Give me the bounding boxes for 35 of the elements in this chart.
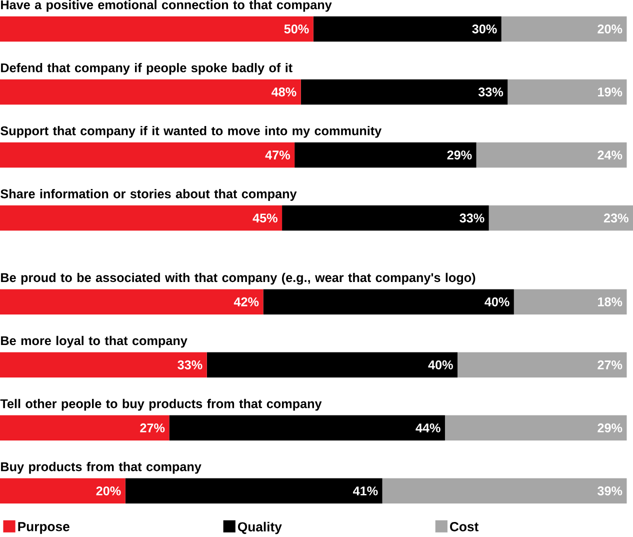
legend-label: Cost: [450, 522, 478, 532]
data-label: 24%: [598, 150, 622, 160]
y-tick-label: Support that company if it wanted to move into my community: [0, 126, 382, 138]
y-tick-label: Defend that company if people spoke badly of it: [1, 63, 292, 75]
data-label: 27%: [140, 423, 165, 432]
y-tick-label: Tell other people to buy products from that company: [0, 398, 322, 411]
data-label: 18%: [598, 297, 622, 306]
data-label: 19%: [598, 88, 622, 97]
data-label: 50%: [284, 24, 309, 34]
y-tick-label: Be more loyal to that company: [1, 336, 188, 348]
data-label: 41%: [353, 486, 378, 496]
data-label: 39%: [598, 486, 622, 496]
data-label: 40%: [428, 360, 453, 370]
data-label: 30%: [472, 24, 497, 34]
data-label: 47%: [265, 150, 290, 160]
legend-label: Quality: [238, 522, 282, 534]
data-label: 23%: [604, 214, 628, 223]
y-tick-label: Buy products from that company: [1, 462, 202, 474]
data-label: 33%: [178, 360, 202, 370]
data-label: 33%: [460, 214, 484, 223]
data-label: 40%: [484, 297, 510, 306]
legend-label: Purpose: [18, 522, 70, 534]
data-label: 42%: [234, 297, 259, 306]
data-label: 27%: [598, 360, 622, 370]
y-tick-label: Have a positive emotional connection to that company: [1, 0, 332, 12]
y-tick-label: Share information or stories about that company: [0, 189, 297, 201]
data-label: 20%: [96, 486, 121, 496]
data-label: 29%: [598, 423, 622, 432]
data-label: 44%: [416, 424, 440, 432]
data-label: 33%: [478, 88, 504, 97]
data-label: 20%: [598, 24, 622, 34]
data-label: 48%: [272, 88, 296, 97]
data-label: 45%: [252, 214, 278, 223]
y-tick-label: Be proud to be associated with that company (e.g., wear that company's logo): [1, 272, 476, 285]
data-label: 29%: [447, 150, 472, 160]
